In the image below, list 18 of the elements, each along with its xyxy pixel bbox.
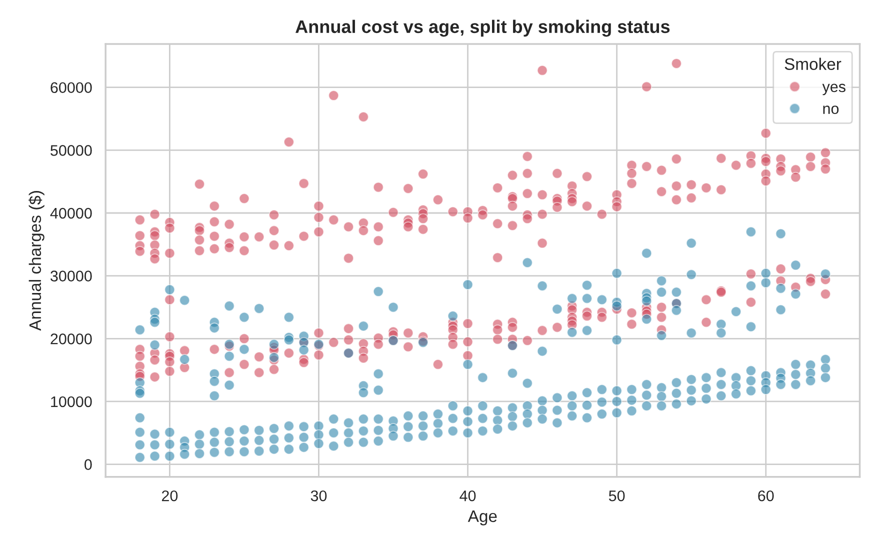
y-tick-label: 50000 xyxy=(50,145,92,156)
y-tick-label: 0 xyxy=(84,459,92,470)
x-tick-label: 50 xyxy=(608,490,625,502)
y-tick-label: 60000 xyxy=(50,82,92,94)
y-tick-label: 40000 xyxy=(50,208,92,219)
x-tick-label: 40 xyxy=(460,490,476,502)
y-axis-title: Annual charges ($) xyxy=(28,191,44,331)
x-tick-label: 20 xyxy=(162,490,178,502)
y-tick-label: 10000 xyxy=(51,396,92,408)
chart-title: Annual cost vs age, split by smoking status xyxy=(296,20,670,37)
legend-label: yes xyxy=(822,84,846,96)
y-tick-label: 20000 xyxy=(50,334,92,344)
legend-label: no xyxy=(823,106,839,114)
y-tick-label: 30000 xyxy=(50,270,92,282)
x-tick-label: 60 xyxy=(758,490,774,502)
x-tick-label: 30 xyxy=(310,490,327,502)
legend-title: Smoker xyxy=(784,58,842,70)
x-axis-title: Age xyxy=(468,510,497,526)
